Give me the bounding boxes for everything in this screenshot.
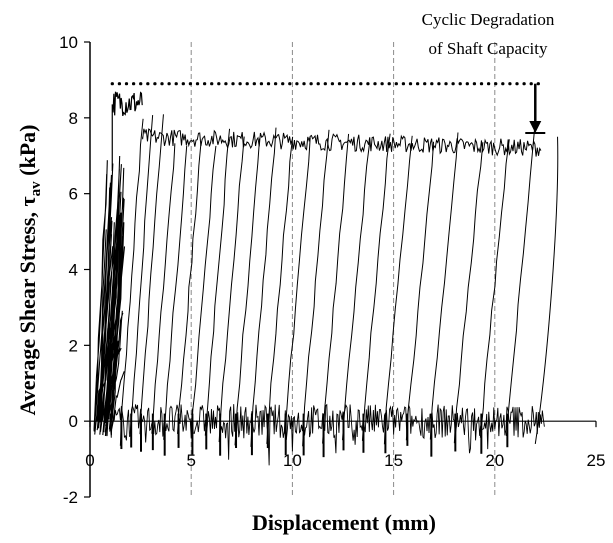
x-tick-label-2: 10 <box>283 451 302 470</box>
annotation-line-2: of Shaft Capacity <box>429 39 548 58</box>
y-tick-label-6: 10 <box>59 33 78 52</box>
plateau-curve <box>142 128 542 157</box>
load-cycle-curve <box>284 137 311 434</box>
unloading-band <box>109 403 545 466</box>
load-cycle-curve <box>190 145 217 434</box>
load-cycle-curve <box>505 125 536 436</box>
y-axis-title-main: Average Shear Stress, <box>15 207 40 416</box>
load-cycle-curve <box>163 145 188 440</box>
annotation-line-1: Cyclic Degradation <box>422 10 555 29</box>
load-cycle-curve <box>119 118 144 446</box>
load-cycle-curve <box>218 136 245 443</box>
x-axis-ticks: 0 5 10 15 20 25 <box>85 421 605 470</box>
load-cycle-curve <box>234 138 261 446</box>
y-tick-label-4: 6 <box>69 185 78 204</box>
peak-capacity-curve <box>111 91 143 171</box>
y-axis-title: Average Shear Stress, τav (kPa) <box>15 125 44 416</box>
load-cycle-curve <box>129 114 154 434</box>
load-cycle-curve <box>453 142 484 444</box>
initial-loading-band <box>93 155 126 437</box>
y-tick-label-0: -2 <box>63 488 78 507</box>
load-cycle-curve <box>322 133 350 444</box>
load-cycle-curve <box>341 141 371 441</box>
load-cycle-curve <box>383 135 413 445</box>
x-tick-label-5: 25 <box>587 451 606 470</box>
load-cycle-curve <box>479 139 510 438</box>
load-cycle-curve <box>177 141 202 434</box>
load-cycle-curve <box>204 128 231 436</box>
y-tick-label-3: 4 <box>69 261 78 280</box>
x-tick-label-1: 5 <box>186 451 195 470</box>
load-cycle-curve <box>250 127 277 447</box>
y-tick-label-1: 0 <box>69 412 78 431</box>
final-cycle-curve <box>534 136 559 444</box>
y-axis-ticks: -2 0 2 4 6 8 10 <box>59 33 90 507</box>
x-tick-label-3: 15 <box>384 451 403 470</box>
load-cycle-curve <box>361 133 391 441</box>
load-cycle-curve <box>429 132 459 440</box>
y-axis-title-subscript: av <box>28 181 44 197</box>
y-axis-title-unit: (kPa) <box>15 125 40 182</box>
load-cycle-curve <box>266 136 294 444</box>
load-cycle-curve <box>151 143 176 434</box>
x-tick-label-0: 0 <box>85 451 94 470</box>
degradation-annotation: Cyclic Degradation of Shaft Capacity <box>110 10 555 134</box>
load-cycle-curve <box>405 141 435 441</box>
load-cycle-curve <box>302 129 330 447</box>
degradation-arrow-head <box>529 121 542 133</box>
x-tick-label-4: 20 <box>485 451 504 470</box>
y-tick-label-5: 8 <box>69 109 78 128</box>
load-cycle-curve <box>139 114 164 435</box>
cyclic-load-curves <box>93 91 559 466</box>
y-tick-label-2: 2 <box>69 336 78 355</box>
y-axis-title-symbol: τ <box>15 196 40 206</box>
x-axis-title: Displacement (mm) <box>252 510 436 535</box>
